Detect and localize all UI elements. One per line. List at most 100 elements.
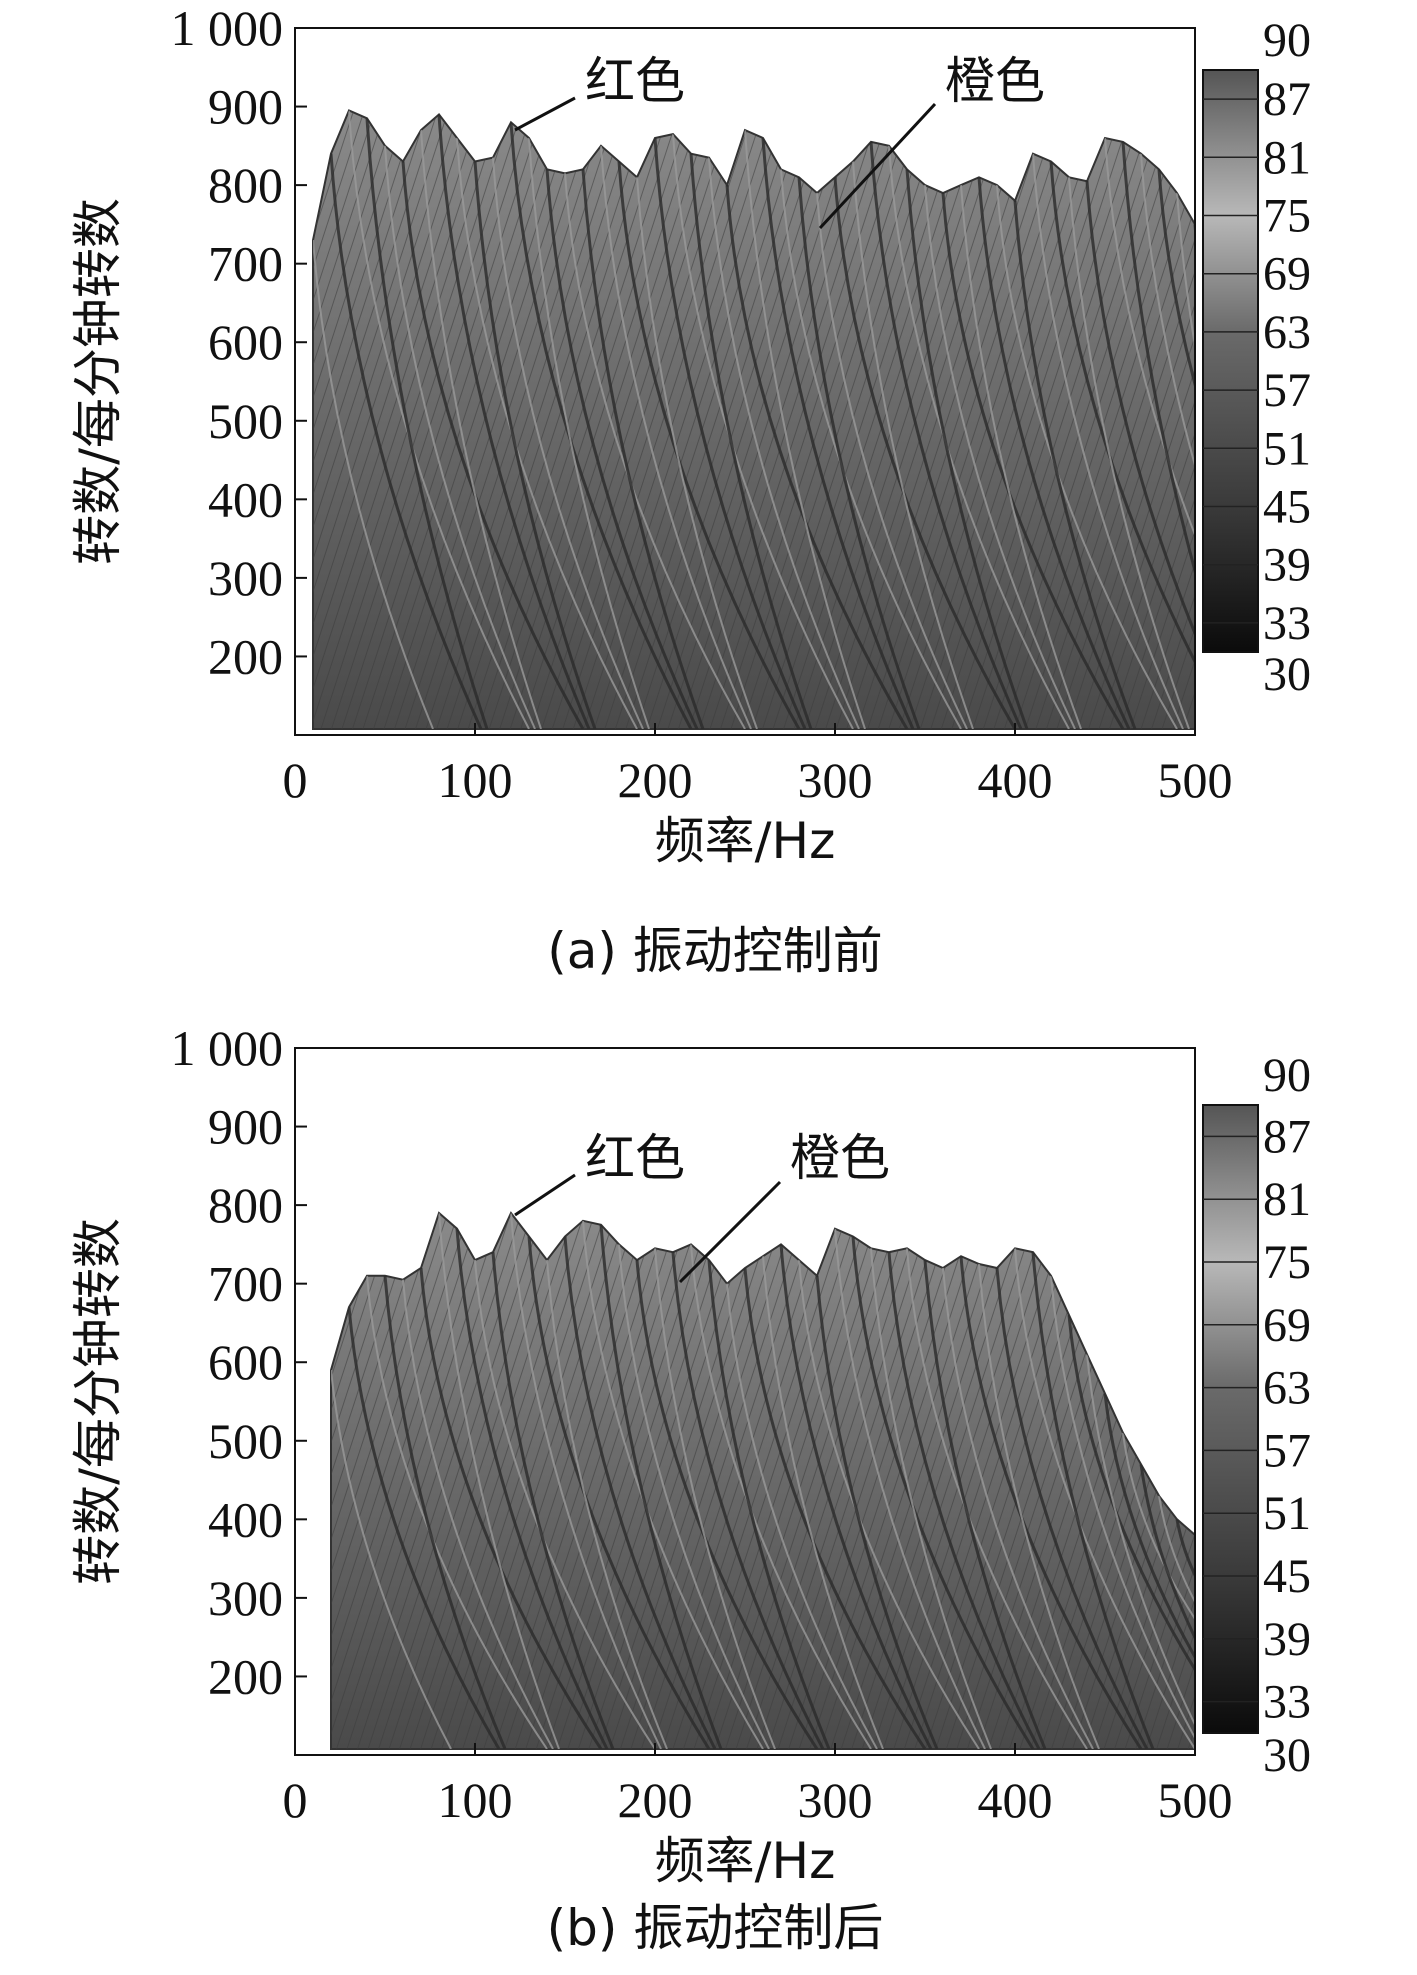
colorbar — [1202, 69, 1259, 653]
colorbar-label: 51 — [1263, 422, 1311, 475]
surface-texture — [313, 110, 1195, 729]
colorbar-label: 45 — [1263, 481, 1311, 534]
ridge-line — [313, 240, 434, 729]
y-tick-label: 800 — [208, 157, 283, 213]
y-tick-label: 600 — [208, 1334, 283, 1390]
x-tick-label: 100 — [438, 752, 513, 808]
x-axis-title: 频率/Hz — [655, 1832, 836, 1890]
ridge-line — [870, 1248, 992, 1749]
y-tick-label: 800 — [208, 1177, 283, 1233]
y-tick-label: 400 — [208, 471, 283, 527]
colorbar-label: 30 — [1263, 648, 1311, 701]
y-tick-label: 900 — [208, 1099, 283, 1155]
ridge-line — [1068, 177, 1190, 729]
ridge-line — [852, 161, 974, 729]
plot-frame — [294, 27, 1196, 736]
y-tick-label: 900 — [208, 79, 283, 135]
ridge-line — [420, 130, 542, 729]
annotation-label: 红色 — [585, 52, 685, 110]
ridge-line — [635, 1259, 819, 1749]
colorbar-label: 63 — [1263, 1362, 1311, 1415]
colorbar-label: 69 — [1263, 248, 1311, 301]
ridge-line — [834, 1228, 986, 1749]
colorbar-label: 75 — [1263, 190, 1311, 243]
ridge-line — [437, 114, 591, 729]
colorbar-label: 39 — [1263, 1613, 1311, 1666]
colorbar-label: 45 — [1263, 1550, 1311, 1603]
ridge-line — [474, 1260, 656, 1749]
y-axis-title: 转数/每分钟转数 — [69, 198, 127, 565]
colorbar-label: 63 — [1263, 306, 1311, 359]
ridge-line — [905, 169, 1029, 729]
colorbar-label: 39 — [1263, 539, 1311, 592]
surface-ridges — [313, 110, 1195, 729]
ridge-line — [780, 169, 962, 729]
ridge-line — [366, 1275, 548, 1749]
ridge-line — [1067, 1314, 1195, 1749]
colorbar-label: 90 — [1263, 1049, 1311, 1102]
ridge-line — [1103, 1393, 1195, 1749]
x-tick-label: 200 — [618, 1772, 693, 1828]
ridge-line — [869, 141, 1023, 729]
colorbar-label: 33 — [1263, 597, 1311, 650]
x-tick-label: 400 — [978, 1772, 1053, 1828]
ridge-line — [959, 1256, 1143, 1749]
annotation-label: 橙色 — [790, 1129, 890, 1187]
y-tick-label: 700 — [208, 1256, 283, 1312]
ridge-line — [329, 153, 483, 729]
x-axis-title: 频率/Hz — [655, 812, 836, 870]
colorbar-label: 87 — [1263, 1110, 1311, 1163]
ridge-line — [1139, 1464, 1195, 1749]
y-tick-label: 600 — [208, 314, 283, 370]
colorbar-label: 87 — [1263, 73, 1311, 126]
ridge-line — [545, 169, 699, 729]
ridge-line — [617, 161, 801, 729]
ridge-line — [887, 1252, 1041, 1749]
x-tick-label: 500 — [1158, 752, 1233, 808]
x-tick-label: 300 — [798, 1772, 873, 1828]
ridge-line — [582, 1220, 764, 1749]
colorbar-label: 57 — [1263, 364, 1311, 417]
ridge-line — [1121, 141, 1195, 729]
ridge-line — [599, 1224, 723, 1749]
annotation-leader — [678, 1180, 782, 1284]
ridge-line — [1140, 153, 1195, 729]
annotation-label: 红色 — [585, 1129, 685, 1187]
ridge-line — [384, 145, 536, 729]
ridge-line — [1049, 161, 1195, 729]
ridge-line — [707, 1259, 831, 1749]
ridge-line — [401, 161, 585, 729]
ridge-line — [347, 1307, 501, 1749]
ridge-line — [977, 177, 1131, 729]
y-tick-label: 200 — [208, 1648, 283, 1704]
chart-panel-b: 1 000 900 800 700 600 500 400 300 200 0 100 200 300 4… — [69, 1020, 1311, 1957]
x-tick-label: 0 — [283, 752, 308, 808]
ridge-line — [1014, 1248, 1195, 1749]
y-tick-label: 300 — [208, 1570, 283, 1626]
ridge-line — [1158, 1495, 1195, 1749]
ridge-line — [1122, 1432, 1195, 1749]
ridge-line — [1031, 1252, 1155, 1749]
y-tick-label: 400 — [208, 1491, 283, 1547]
ridge-line — [1104, 137, 1195, 729]
ridge-line — [654, 1248, 776, 1749]
panel-caption: (b) 振动控制后 — [547, 1899, 884, 1957]
ridge-line — [761, 137, 915, 729]
ridge-line — [1176, 192, 1195, 729]
ridge-line — [438, 1213, 560, 1749]
ridge-line — [744, 130, 866, 729]
ridge-line — [1050, 1275, 1195, 1749]
ridge-line — [455, 1228, 609, 1749]
y-tick-label: 500 — [208, 393, 283, 449]
ridge-line — [600, 145, 752, 729]
x-tick-label: 300 — [798, 752, 873, 808]
colorbar-label: 51 — [1263, 1487, 1311, 1540]
ridge-line — [473, 161, 597, 729]
ridge-line — [491, 1252, 615, 1749]
ridge-line — [923, 1259, 1047, 1749]
ridge-line — [331, 1369, 452, 1749]
annotation-label: 橙色 — [945, 52, 1045, 110]
colorbar-label: 81 — [1263, 1173, 1311, 1226]
ridge-line — [653, 137, 807, 729]
